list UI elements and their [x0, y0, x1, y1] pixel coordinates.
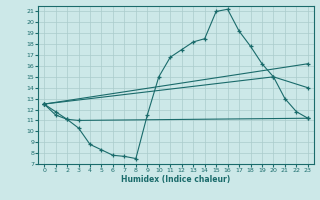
- X-axis label: Humidex (Indice chaleur): Humidex (Indice chaleur): [121, 175, 231, 184]
